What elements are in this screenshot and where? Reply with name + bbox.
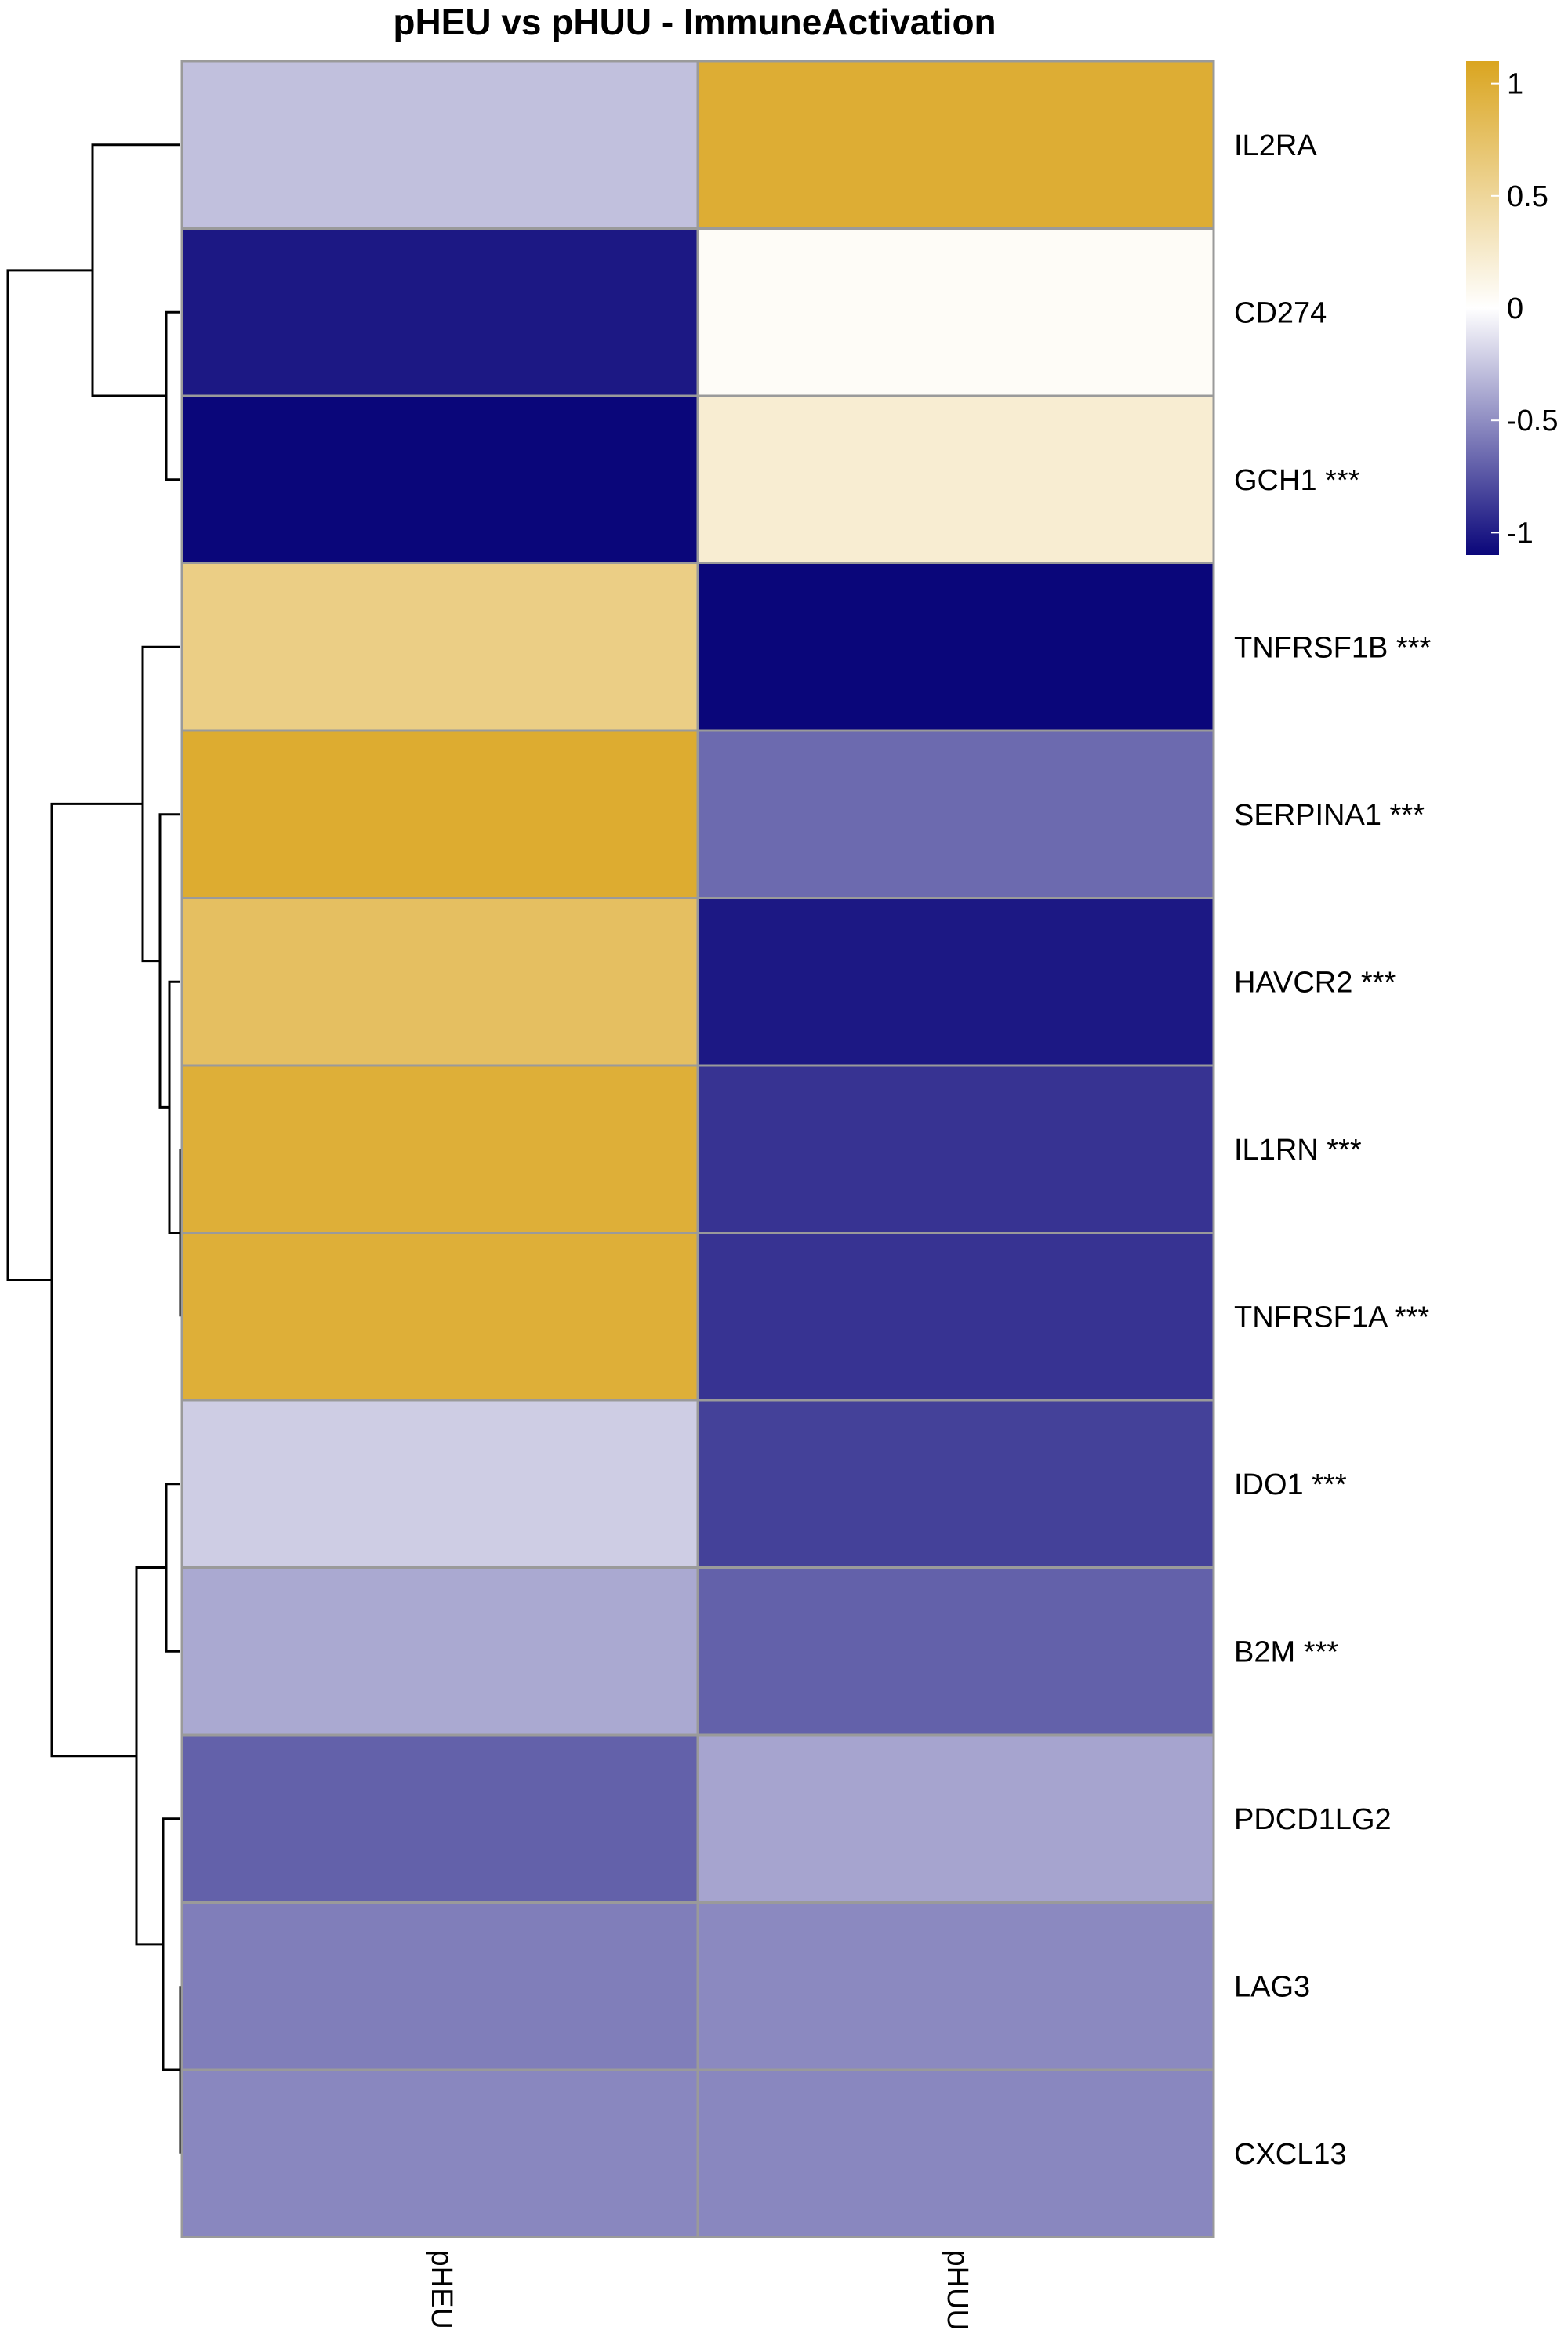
dendro-link-lower-b <box>135 1566 166 1946</box>
row-label-cd274: CD274 <box>1234 296 1327 329</box>
cell-ido1-phuu <box>696 1399 1215 1569</box>
row-labels: IL2RA CD274 GCH1 *** TNFRSF1B *** SERPINA1 *… <box>1234 129 1431 2171</box>
cell-serpina1-pheu <box>180 729 699 899</box>
dendro-link-pdcd1lg2 <box>162 1817 180 2071</box>
cell-il2ra-pheu <box>180 60 699 230</box>
row-label-havcr2: HAVCR2 *** <box>1234 966 1396 999</box>
cell-havcr2-pheu <box>180 897 699 1067</box>
cell-pdcd1lg2-pheu <box>180 1733 699 1904</box>
row-label-gch1: GCH1 *** <box>1234 464 1360 497</box>
row-label-tnfrsf1a: TNFRSF1A *** <box>1234 1301 1429 1334</box>
column-label-phuu: pHUU <box>941 2250 974 2331</box>
cell-b2m-phuu <box>696 1566 1215 1737</box>
legend-tick-label: 0 <box>1507 292 1523 325</box>
cell-il2ra-phuu <box>696 60 1215 230</box>
cell-cd274-pheu <box>180 227 699 397</box>
row-dendrogram <box>6 143 182 2154</box>
column-label-pheu: pHEU <box>425 2250 458 2329</box>
cell-b2m-pheu <box>180 1566 699 1737</box>
chart-title: pHEU vs pHUU - ImmuneActivation <box>393 2 996 42</box>
cell-tnfrsf1a-pheu <box>180 1232 699 1402</box>
cell-il1rn-pheu <box>180 1064 699 1234</box>
cell-gch1-phuu <box>696 394 1215 564</box>
row-label-il1rn: IL1RN *** <box>1234 1134 1362 1167</box>
cell-cd274-phuu <box>696 227 1215 397</box>
legend-tick-label: -1 <box>1507 517 1534 550</box>
dendro-link-cd274-gch1 <box>165 310 180 481</box>
dendro-link-lower <box>50 802 143 1758</box>
row-label-pdcd1lg2: PDCD1LG2 <box>1234 1803 1392 1836</box>
legend-tick-label: -0.5 <box>1507 405 1558 437</box>
cell-tnfrsf1b-phuu <box>696 562 1215 732</box>
cell-tnfrsf1a-phuu <box>696 1232 1215 1402</box>
cell-tnfrsf1b-pheu <box>180 562 699 732</box>
cell-serpina1-phuu <box>696 729 1215 899</box>
row-label-lag3: LAG3 <box>1234 1970 1310 2003</box>
cell-cxcl13-pheu <box>180 2068 699 2238</box>
cell-cxcl13-phuu <box>696 2068 1215 2238</box>
cell-lag3-pheu <box>180 1901 699 2071</box>
row-label-cxcl13: CXCL13 <box>1234 2138 1347 2171</box>
color-legend-ticks: 1 0.5 0 -0.5 -1 <box>1491 68 1558 550</box>
dendro-link-ido1-b2m <box>165 1483 180 1653</box>
color-legend: 1 0.5 0 -0.5 -1 <box>1466 61 1558 555</box>
dendro-link-root <box>6 269 93 1282</box>
cell-lag3-phuu <box>696 1901 1215 2071</box>
row-label-b2m: B2M *** <box>1234 1635 1338 1668</box>
cell-il1rn-phuu <box>696 1064 1215 1234</box>
row-label-ido1: IDO1 *** <box>1234 1468 1347 1501</box>
legend-tick-label: 0.5 <box>1507 180 1548 213</box>
cell-havcr2-phuu <box>696 897 1215 1067</box>
row-label-il2ra: IL2RA <box>1234 129 1317 162</box>
cell-gch1-pheu <box>180 394 699 564</box>
heatmap-cells <box>180 60 1215 2238</box>
column-labels: pHEU pHUU <box>425 2250 974 2331</box>
cell-pdcd1lg2-phuu <box>696 1733 1215 1904</box>
row-label-serpina1: SERPINA1 *** <box>1234 799 1425 832</box>
cell-ido1-pheu <box>180 1399 699 1569</box>
dendro-link-havcr2 <box>168 980 180 1234</box>
row-label-tnfrsf1b: TNFRSF1B *** <box>1234 631 1431 664</box>
dendro-link-tnfrsf1b <box>141 645 180 963</box>
legend-tick-label: 1 <box>1507 68 1523 101</box>
